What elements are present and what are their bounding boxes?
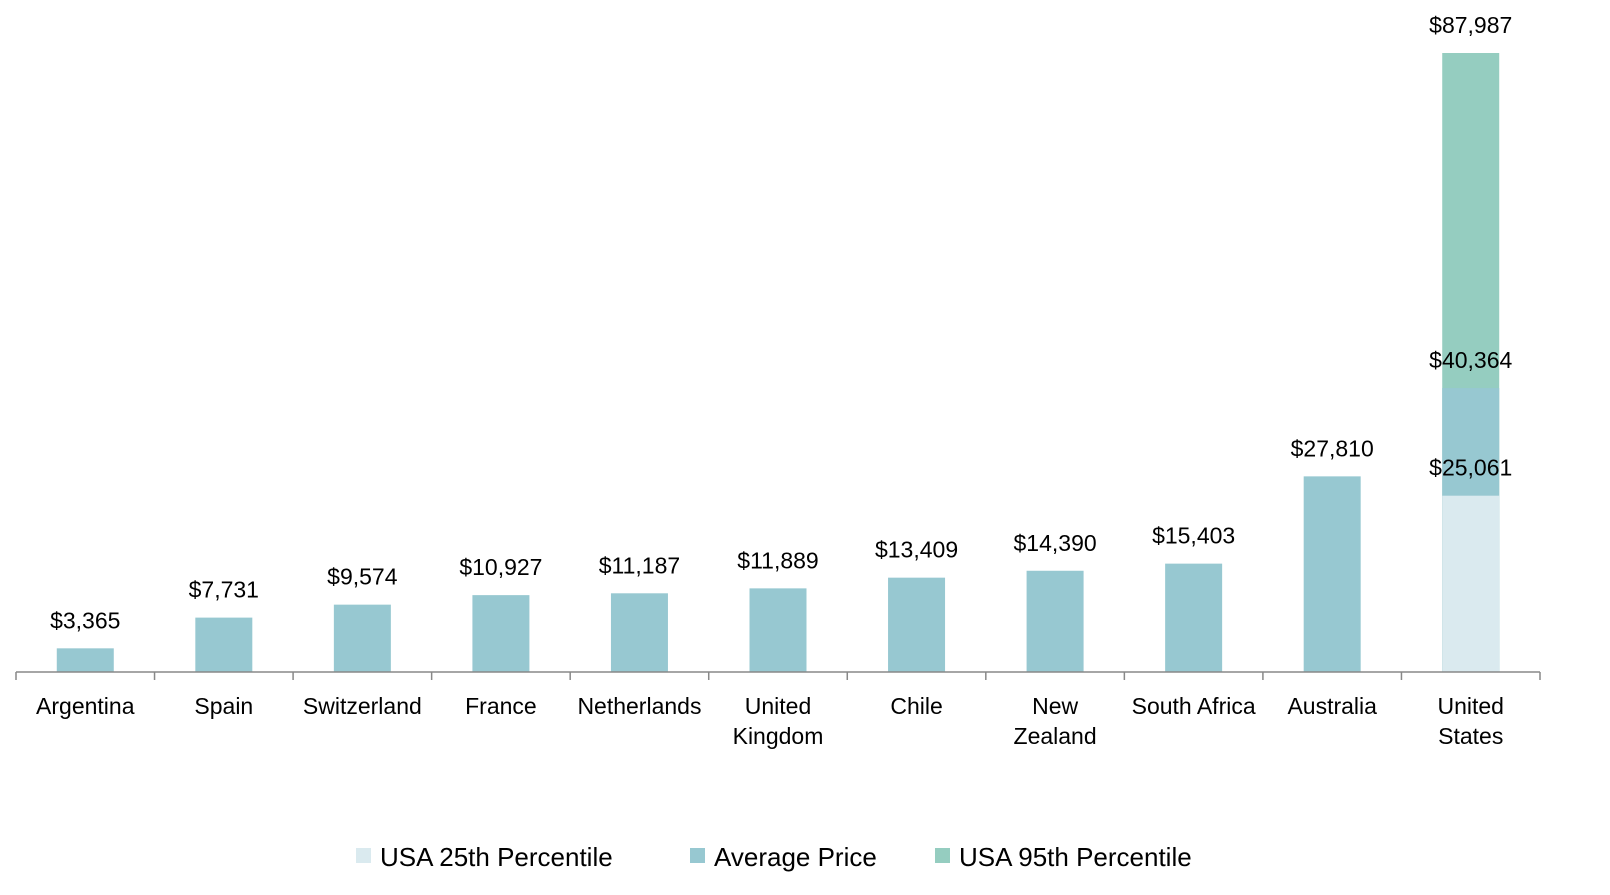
legend-label: Average Price bbox=[714, 842, 877, 872]
data-label: $11,889 bbox=[737, 547, 818, 573]
data-label: $9,574 bbox=[327, 564, 398, 590]
data-label: $87,987 bbox=[1429, 12, 1512, 38]
bar bbox=[1026, 570, 1084, 672]
x-tick-label: Switzerland bbox=[303, 693, 422, 719]
x-tick-label: Australia bbox=[1287, 693, 1377, 719]
legend-swatch bbox=[935, 848, 950, 863]
x-tick-label: Netherlands bbox=[577, 693, 701, 719]
x-tick-label: Chile bbox=[890, 693, 942, 719]
bar bbox=[749, 588, 807, 672]
x-tick-label: Argentina bbox=[36, 693, 135, 719]
data-label: $15,403 bbox=[1152, 523, 1235, 549]
data-label: $13,409 bbox=[875, 537, 958, 563]
bar bbox=[333, 604, 391, 672]
x-tick-label: South Africa bbox=[1132, 693, 1256, 719]
legend-swatch bbox=[690, 848, 705, 863]
bar bbox=[56, 648, 114, 672]
bar bbox=[195, 617, 253, 672]
data-label: $25,061 bbox=[1429, 455, 1512, 481]
bar bbox=[472, 595, 530, 672]
data-label: $3,365 bbox=[50, 607, 120, 633]
data-label: $11,187 bbox=[599, 552, 680, 578]
legend-label: USA 25th Percentile bbox=[380, 842, 613, 872]
legend-swatch bbox=[356, 848, 371, 863]
x-tick-label: United Kingdom bbox=[733, 693, 824, 749]
x-tick-label: United States bbox=[1437, 693, 1503, 749]
bar bbox=[888, 577, 946, 672]
x-tick-label: New Zealand bbox=[1014, 693, 1097, 749]
bar bbox=[1165, 563, 1223, 672]
bar bbox=[1303, 476, 1361, 672]
data-label: $10,927 bbox=[459, 554, 542, 580]
bar bbox=[610, 593, 668, 672]
data-label: $27,810 bbox=[1291, 435, 1374, 461]
x-tick-label: Spain bbox=[194, 693, 253, 719]
data-label: $40,364 bbox=[1429, 347, 1512, 373]
x-tick-label: France bbox=[465, 693, 537, 719]
data-label: $14,390 bbox=[1014, 530, 1097, 556]
legend-label: USA 95th Percentile bbox=[959, 842, 1192, 872]
bar bbox=[1442, 495, 1500, 672]
data-label: $7,731 bbox=[189, 577, 259, 603]
